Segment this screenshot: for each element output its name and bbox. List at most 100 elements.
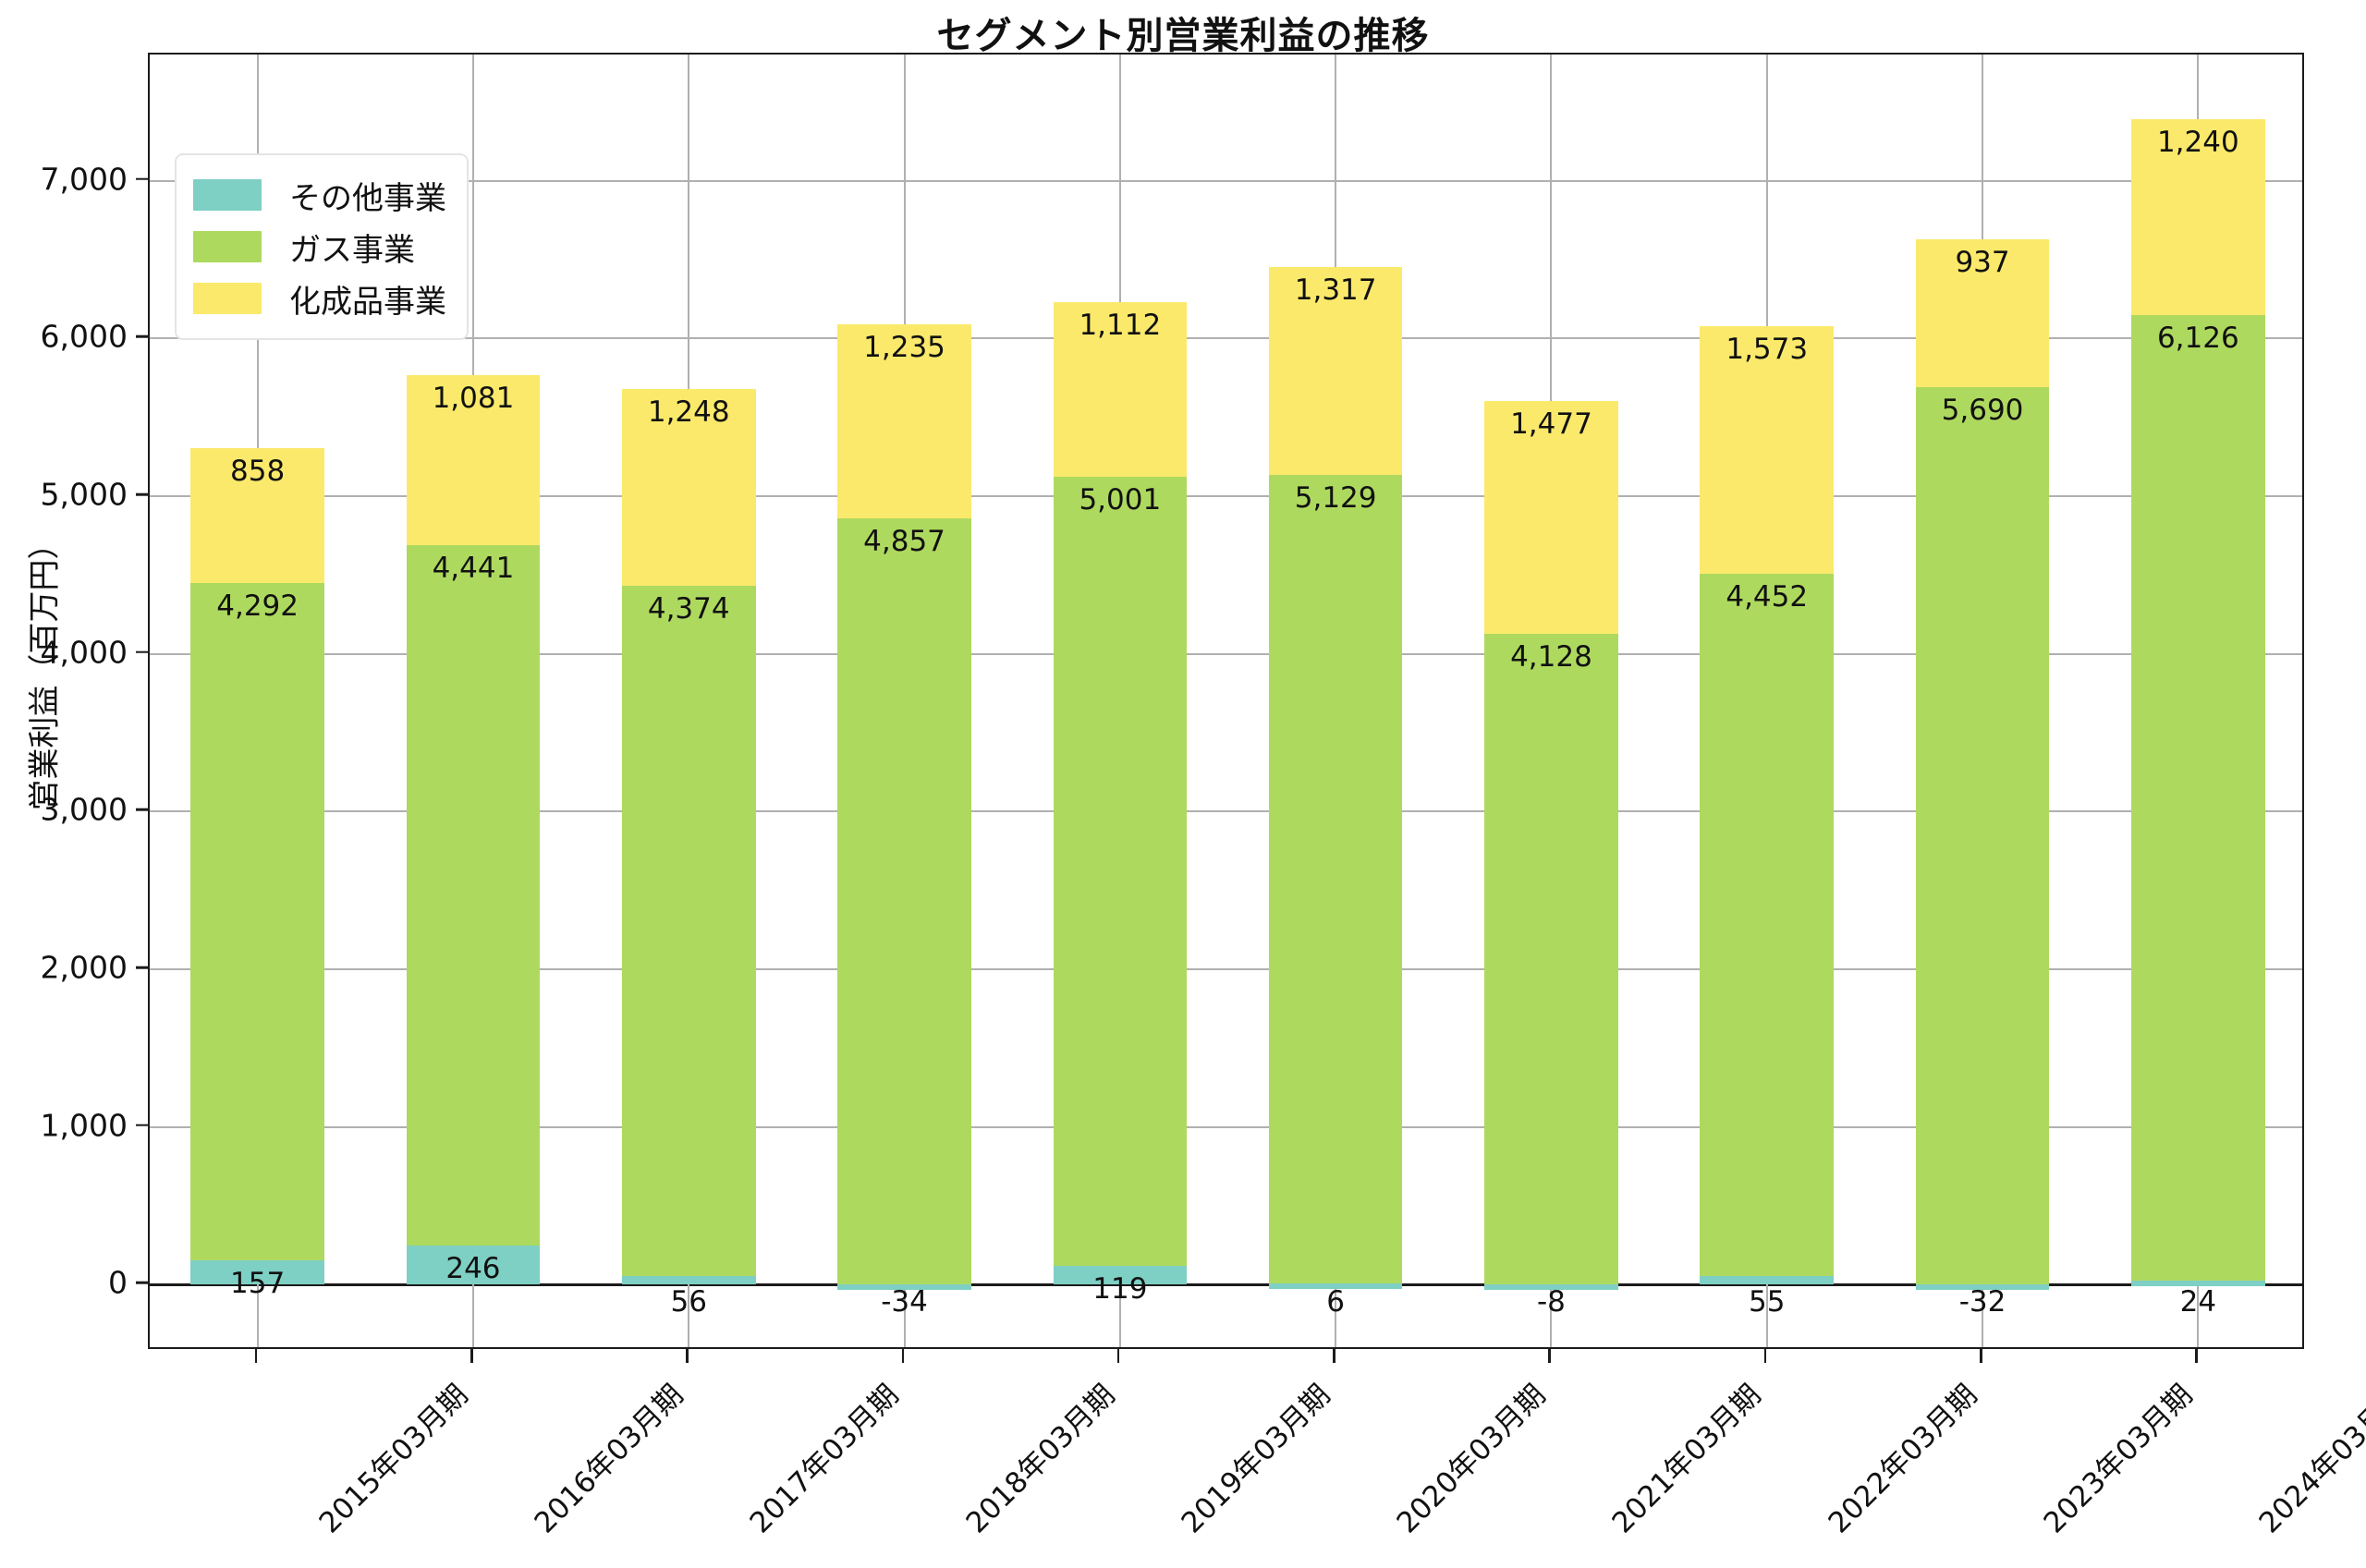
y-tick-mark [136, 1282, 148, 1284]
x-tick-label: 2016年03月期 [528, 1378, 690, 1540]
bar-stack[interactable]: -32 5,690 937 [1915, 55, 2050, 1347]
y-tick-label: 3,000 [40, 791, 128, 828]
bar-segment-other[interactable] [1484, 1284, 1618, 1291]
y-tick-mark [136, 966, 148, 969]
data-label-gas: 4,441 [432, 552, 515, 586]
data-label-chem: 1,573 [1726, 332, 1809, 366]
data-label-other: -34 [881, 1285, 928, 1319]
y-gridline [150, 494, 2302, 497]
y-tick-mark [136, 177, 148, 180]
x-tick-label: 2018年03月期 [959, 1378, 1122, 1540]
bar-stack[interactable]: 55 4,452 1,573 [1700, 55, 1835, 1347]
bar-segment-chem[interactable] [837, 323, 971, 519]
bar-segment-other[interactable] [2131, 1281, 2265, 1287]
y-gridline [150, 967, 2302, 970]
bar-segment-other[interactable] [837, 1284, 971, 1291]
zero-baseline [150, 1282, 2302, 1286]
x-tick-mark [2195, 1349, 2198, 1363]
x-tick-mark [686, 1349, 689, 1363]
bar-segment-gas[interactable] [190, 582, 324, 1260]
y-tick-mark [136, 808, 148, 811]
data-label-gas: 4,374 [647, 592, 730, 626]
x-tick-mark [1116, 1349, 1120, 1363]
bar-segment-chem[interactable] [190, 447, 324, 583]
bar-segment-gas[interactable] [1915, 387, 2050, 1285]
x-tick-label: 2019年03月期 [1175, 1378, 1337, 1540]
bar-stack[interactable]: -8 4,128 1,477 [1484, 55, 1618, 1347]
bar-segment-other[interactable] [621, 1275, 756, 1285]
x-tick-label: 2024年03月期 [2252, 1378, 2366, 1540]
y-tick-mark [136, 334, 148, 338]
x-tick-mark [254, 1349, 258, 1363]
x-tick-label: 2017年03月期 [743, 1378, 906, 1540]
bar-segment-other[interactable] [1053, 1266, 1188, 1285]
y-tick-mark [136, 492, 148, 496]
bar-segment-other[interactable] [1915, 1284, 2050, 1291]
bar-segment-chem[interactable] [621, 389, 756, 587]
data-label-gas: 5,001 [1079, 483, 1162, 517]
x-tick-mark [1548, 1349, 1552, 1363]
legend-label-gas: ガス事業 [289, 231, 415, 269]
data-label-other: 55 [1749, 1285, 1786, 1319]
bar-segment-gas[interactable] [1484, 633, 1618, 1285]
x-tick-mark [1333, 1349, 1335, 1363]
legend-swatch-gas-icon [193, 231, 262, 262]
bar-segment-chem[interactable] [1484, 400, 1618, 634]
bar-segment-other[interactable] [190, 1259, 324, 1285]
bar-segment-chem[interactable] [1268, 267, 1403, 475]
legend-item-other[interactable]: その他事業 [193, 169, 446, 221]
y-tick-label: 6,000 [40, 318, 128, 355]
y-gridline [150, 810, 2302, 813]
bar-segment-gas[interactable] [1268, 474, 1403, 1284]
bar-segment-gas[interactable] [1700, 574, 1835, 1276]
data-label-other: 246 [445, 1252, 501, 1286]
bar-segment-gas[interactable] [406, 545, 541, 1246]
data-label-chem: 858 [230, 454, 286, 488]
bar-segment-gas[interactable] [2131, 314, 2265, 1282]
y-tick-label: 0 [108, 1264, 128, 1301]
bar-stack[interactable]: -34 4,857 1,235 [837, 55, 971, 1347]
data-label-other: 119 [1092, 1272, 1148, 1306]
bar-segment-chem[interactable] [1915, 239, 2050, 388]
bar-stack[interactable]: 6 5,129 1,317 [1268, 55, 1403, 1347]
data-label-other: 6 [1326, 1285, 1345, 1319]
bar-stack[interactable]: 56 4,374 1,248 [621, 55, 756, 1347]
bar-segment-chem[interactable] [1700, 325, 1835, 575]
data-label-gas: 4,128 [1510, 639, 1592, 674]
bar-segment-chem[interactable] [1053, 301, 1188, 478]
y-tick-mark [136, 1124, 148, 1126]
y-tick-label: 5,000 [40, 476, 128, 513]
bar-segment-other[interactable] [406, 1246, 541, 1285]
bar-stack[interactable]: 157 4,292 858 [190, 55, 324, 1347]
bar-segment-other[interactable] [1268, 1283, 1403, 1290]
y-gridline [150, 179, 2302, 182]
data-label-other: 24 [2179, 1285, 2217, 1319]
bar-segment-gas[interactable] [1053, 477, 1188, 1266]
bar-segment-chem[interactable] [2131, 118, 2265, 315]
bar-segment-chem[interactable] [406, 374, 541, 546]
y-tick-label: 2,000 [40, 949, 128, 986]
data-label-chem: 1,248 [647, 395, 730, 430]
bar-stack[interactable]: 246 4,441 1,081 [406, 55, 541, 1347]
x-tick-mark [1980, 1349, 1982, 1363]
x-tick-label: 2023年03月期 [2037, 1378, 2200, 1540]
data-label-chem: 1,235 [863, 330, 945, 364]
data-label-other: -8 [1536, 1285, 1566, 1319]
bar-stack[interactable]: 24 6,126 1,240 [2131, 55, 2265, 1347]
plot-area: 157 4,292 858 246 4,441 1,081 56 4,374 1,248 -34 4… [148, 53, 2304, 1349]
data-label-gas: 6,126 [2156, 321, 2239, 355]
data-label-chem: 1,240 [2156, 125, 2239, 159]
bar-segment-gas[interactable] [837, 518, 971, 1285]
legend-label-other: その他事業 [289, 179, 446, 217]
data-label-other: -32 [1958, 1285, 2006, 1319]
x-tick-label: 2020年03月期 [1390, 1378, 1553, 1540]
bar-segment-other[interactable] [1700, 1275, 1835, 1285]
data-label-chem: 1,112 [1079, 308, 1162, 342]
data-label-chem: 1,081 [432, 381, 515, 415]
data-label-gas: 5,690 [1941, 394, 2024, 428]
chart-title: セグメント別営業利益の推移 [936, 15, 1430, 57]
bar-stack[interactable]: 119 5,001 1,112 [1053, 55, 1188, 1347]
legend-item-chem[interactable]: 化成品事業 [193, 273, 446, 324]
legend-item-gas[interactable]: ガス事業 [193, 221, 446, 273]
bar-segment-gas[interactable] [621, 586, 756, 1276]
